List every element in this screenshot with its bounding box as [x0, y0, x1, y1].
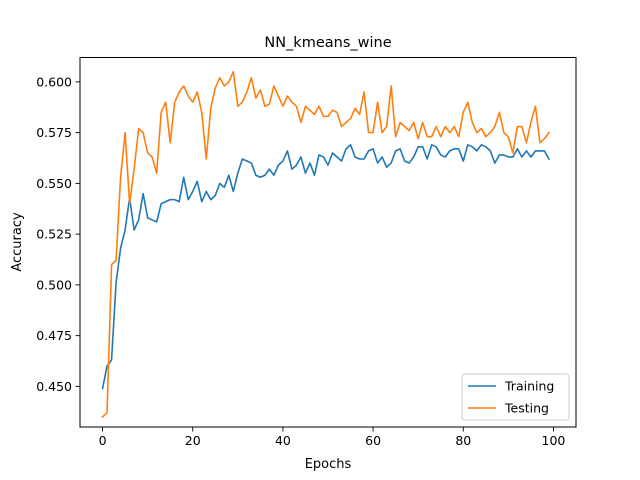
plot-area-frame [79, 57, 577, 428]
y-tick-label: 0.600 [36, 74, 72, 89]
x-tick-label: 20 [185, 433, 201, 448]
y-tick-label: 0.575 [36, 125, 72, 140]
legend: Training Testing [461, 373, 570, 421]
x-tick-label: 60 [365, 433, 381, 448]
series-line-training [101, 144, 551, 390]
y-axis-label: Accuracy [10, 212, 25, 272]
y-axis: 0.450 0.475 0.500 0.525 0.550 0.575 0.600 [36, 74, 80, 394]
y-tick-label: 0.475 [36, 328, 72, 343]
chart-title: NN_kmeans_wine [264, 35, 391, 51]
legend-label-training: Training [504, 379, 554, 394]
y-tick-label: 0.450 [36, 379, 72, 394]
y-tick-label: 0.550 [36, 176, 72, 191]
x-tick-label: 100 [542, 433, 566, 448]
x-axis: 0 20 40 60 80 100 [99, 427, 566, 448]
x-tick-label: 80 [455, 433, 471, 448]
series-line-testing [101, 70, 551, 418]
x-axis-label: Epochs [305, 457, 352, 472]
x-tick-label: 0 [99, 433, 107, 448]
x-tick-label: 40 [275, 433, 291, 448]
legend-label-testing: Testing [504, 401, 549, 416]
y-tick-label: 0.500 [36, 277, 72, 292]
y-tick-label: 0.525 [36, 227, 72, 242]
plot-lines [101, 70, 551, 418]
